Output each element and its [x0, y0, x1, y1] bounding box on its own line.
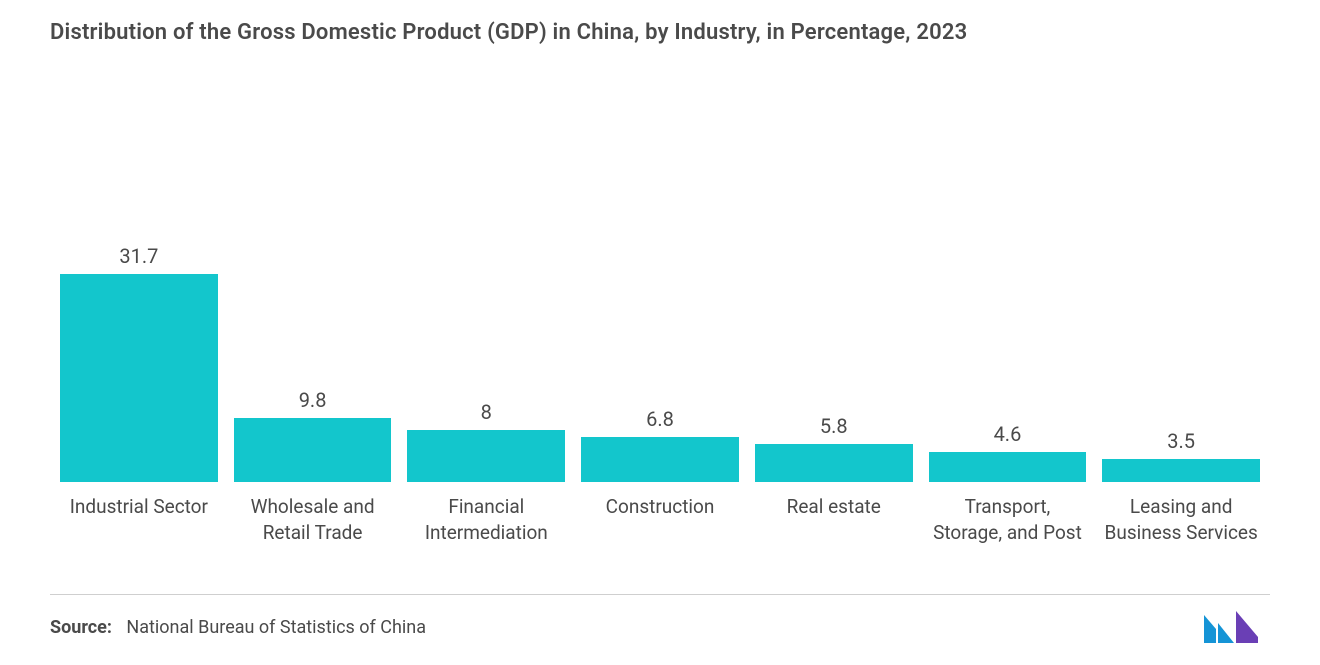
bar-group: 8 Financial Intermediation	[407, 400, 565, 574]
bar-label: Transport, Storage, and Post	[929, 494, 1087, 574]
bar-value: 5.8	[820, 414, 848, 438]
bar-value: 6.8	[646, 407, 674, 431]
bar	[407, 430, 565, 482]
divider	[50, 594, 1270, 595]
bar-stack: 31.7	[60, 244, 218, 482]
bar-group: 6.8 Construction	[581, 407, 739, 574]
source-text: Source: National Bureau of Statistics of…	[50, 617, 426, 638]
source-value: National Bureau of Statistics of China	[126, 617, 426, 638]
bar-stack: 3.5	[1102, 429, 1260, 482]
bar-group: 5.8 Real estate	[755, 414, 913, 574]
chart-plot-area: 31.7 Industrial Sector 9.8 Wholesale and Re…	[50, 55, 1270, 584]
bar	[581, 437, 739, 482]
bar	[755, 444, 913, 482]
bar-stack: 6.8	[581, 407, 739, 482]
bar-stack: 5.8	[755, 414, 913, 482]
logo-shape-mid	[1218, 623, 1234, 643]
bar-label: Real estate	[787, 494, 881, 574]
bar-label: Construction	[606, 494, 715, 574]
bar-value: 4.6	[994, 422, 1022, 446]
bar-label: Leasing and Business Services	[1102, 494, 1260, 574]
bar-stack: 8	[407, 400, 565, 482]
bar-value: 31.7	[119, 244, 158, 268]
bar-label: Industrial Sector	[70, 494, 208, 574]
bar-value: 3.5	[1167, 429, 1195, 453]
chart-title: Distribution of the Gross Domestic Produ…	[50, 20, 1270, 45]
bar	[929, 452, 1087, 482]
bar-group: 4.6 Transport, Storage, and Post	[929, 422, 1087, 574]
source-label: Source:	[50, 617, 112, 638]
footer-row: Source: National Bureau of Statistics of…	[50, 609, 1270, 645]
bar-stack: 9.8	[234, 388, 392, 482]
bar-stack: 4.6	[929, 422, 1087, 482]
bar	[234, 418, 392, 482]
logo-shape-left	[1204, 615, 1216, 643]
bar-group: 9.8 Wholesale and Retail Trade	[234, 388, 392, 574]
bar-value: 8	[481, 400, 492, 424]
bar-label: Financial Intermediation	[407, 494, 565, 574]
bar-group: 3.5 Leasing and Business Services	[1102, 429, 1260, 574]
logo-shape-right	[1236, 611, 1258, 643]
bar	[60, 274, 218, 482]
bar-value: 9.8	[299, 388, 327, 412]
brand-logo	[1202, 609, 1260, 645]
bar	[1102, 459, 1260, 482]
chart-container: Distribution of the Gross Domestic Produ…	[0, 0, 1320, 665]
bar-group: 31.7 Industrial Sector	[60, 244, 218, 574]
bar-label: Wholesale and Retail Trade	[234, 494, 392, 574]
